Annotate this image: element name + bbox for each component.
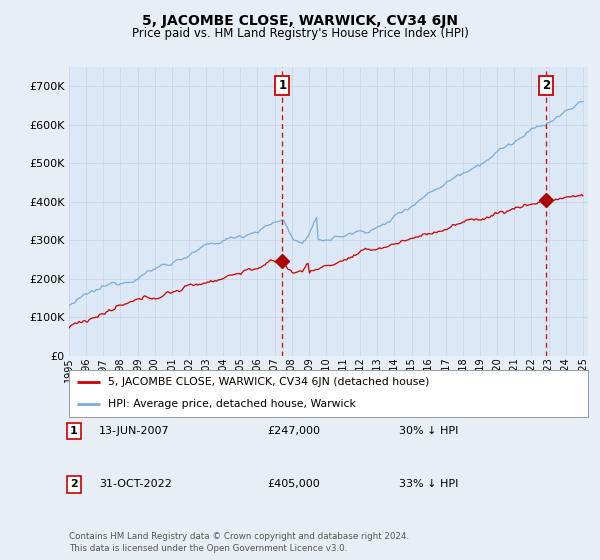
Text: 2: 2 bbox=[70, 479, 77, 489]
Text: 33% ↓ HPI: 33% ↓ HPI bbox=[399, 479, 458, 489]
Text: 31-OCT-2022: 31-OCT-2022 bbox=[99, 479, 172, 489]
Text: Contains HM Land Registry data © Crown copyright and database right 2024.
This d: Contains HM Land Registry data © Crown c… bbox=[69, 533, 409, 553]
Text: 5, JACOMBE CLOSE, WARWICK, CV34 6JN: 5, JACOMBE CLOSE, WARWICK, CV34 6JN bbox=[142, 14, 458, 28]
Text: £247,000: £247,000 bbox=[267, 426, 320, 436]
Text: 2: 2 bbox=[542, 79, 550, 92]
Text: Price paid vs. HM Land Registry's House Price Index (HPI): Price paid vs. HM Land Registry's House … bbox=[131, 27, 469, 40]
Text: 1: 1 bbox=[70, 426, 77, 436]
Text: 1: 1 bbox=[278, 79, 286, 92]
Text: HPI: Average price, detached house, Warwick: HPI: Average price, detached house, Warw… bbox=[108, 399, 356, 409]
Text: £405,000: £405,000 bbox=[267, 479, 320, 489]
Text: 13-JUN-2007: 13-JUN-2007 bbox=[99, 426, 170, 436]
Text: 5, JACOMBE CLOSE, WARWICK, CV34 6JN (detached house): 5, JACOMBE CLOSE, WARWICK, CV34 6JN (det… bbox=[108, 377, 430, 388]
Text: 30% ↓ HPI: 30% ↓ HPI bbox=[399, 426, 458, 436]
